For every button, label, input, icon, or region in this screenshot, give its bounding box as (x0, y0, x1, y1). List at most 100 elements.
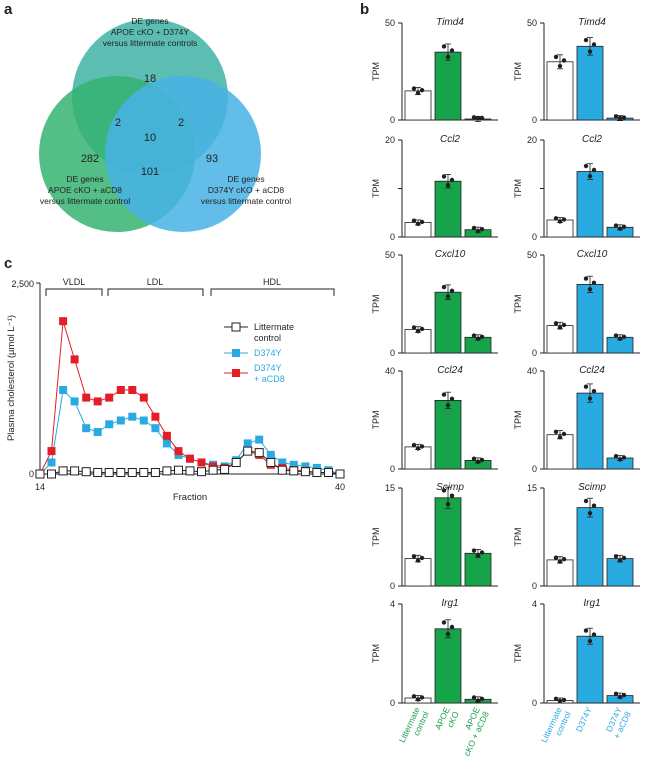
data-point-0 (553, 555, 559, 560)
y-tick-label-max: 4 (532, 599, 537, 609)
data-point-1 (587, 396, 593, 401)
bar-scimp-right-1 (576, 507, 604, 587)
data-point-2 (591, 389, 597, 394)
venn-left-label-2: APOE cKO + aCD8 (48, 185, 122, 195)
region-bracket-hdl (210, 288, 335, 296)
bar-chart-ccl2-right: 20 0 TPM Ccl2 (513, 134, 640, 242)
y-axis-label: TPM (513, 411, 523, 430)
data-point-1 (617, 694, 623, 700)
bar-chart-ccl24-left: 40 0 TPM Ccl24 (371, 365, 498, 474)
point-d374y-fraction-35 (278, 458, 287, 467)
line-chart-ytick-label-top: 2,500 (11, 279, 34, 289)
data-point-2 (479, 227, 485, 232)
point-littermate-control-fraction-19 (93, 468, 103, 477)
venn-count-top-right: 2 (178, 117, 184, 129)
point-d374y-fraction-38 (312, 463, 321, 472)
point-d374y-acd8-fraction-18 (82, 393, 91, 402)
venn-count-left-only: 282 (81, 153, 99, 165)
category-label-line: D374Y (574, 705, 594, 733)
point-d374y-fraction-17 (70, 397, 79, 406)
data-point-2 (479, 550, 485, 555)
data-point-0 (441, 620, 447, 625)
region-bracket-vldl (45, 288, 103, 296)
gene-title: Cxcl10 (435, 249, 466, 260)
data-point-2 (449, 288, 455, 293)
line-chart-xlabel: Fraction (173, 492, 207, 503)
data-point-1 (445, 54, 451, 60)
point-d374y-acd8-fraction-27 (186, 454, 194, 463)
panel-label-c: c (4, 255, 12, 272)
y-tick-label-max: 20 (385, 135, 395, 145)
venn-count-right-only: 93 (206, 153, 218, 165)
data-point-1 (617, 336, 623, 341)
bar-scimp-right-0 (546, 559, 574, 587)
bar-chart-ccl2-left: 20 0 TPM Ccl2 (371, 134, 498, 242)
data-point-1 (587, 638, 593, 644)
category-label-right-2: D374Y+ aCD8 (602, 705, 633, 740)
data-point-0 (471, 225, 477, 231)
legend-marker-d374y (232, 349, 240, 357)
data-point-2 (591, 280, 597, 285)
bar-ccl2-left-1 (434, 180, 462, 238)
data-point-0 (553, 321, 559, 326)
gene-title: Irg1 (441, 598, 458, 609)
y-axis-label: TPM (371, 179, 381, 198)
gene-title: Ccl24 (437, 365, 463, 376)
point-d374y-fraction-16 (59, 386, 68, 394)
point-d374y-acd8-fraction-24 (151, 412, 160, 421)
gene-title: Irg1 (583, 598, 600, 609)
data-point-1 (617, 558, 623, 563)
data-point-0 (583, 37, 589, 43)
data-point-1 (445, 294, 451, 299)
data-point-0 (411, 554, 417, 559)
point-d374y-acd8-fraction-20 (105, 393, 114, 402)
data-point-2 (621, 455, 627, 460)
data-point-1 (587, 511, 593, 516)
region-bracket-ldl (107, 288, 204, 296)
point-d374y-acd8-fraction-15 (47, 447, 56, 456)
point-littermate-control-fraction-35 (277, 465, 287, 475)
data-point-0 (441, 284, 447, 290)
y-tick-label-max: 40 (385, 366, 395, 376)
y-tick-label-max: 20 (527, 135, 537, 145)
bar-chart-irg1-right: 4 0 TPM Irg1 Littermatecontrol D374Y D374Y+ aC… (513, 598, 640, 744)
point-d374y-fraction-18 (82, 424, 91, 433)
point-littermate-control-fraction-20 (104, 468, 114, 477)
gene-title: Cxcl10 (577, 249, 608, 260)
bar-scimp-left-2 (464, 552, 492, 587)
data-point-1 (415, 697, 421, 702)
point-littermate-control-fraction-15 (47, 469, 56, 479)
data-point-1 (617, 226, 623, 231)
point-littermate-control-fraction-14 (35, 469, 45, 479)
point-d374y-acd8-fraction-25 (162, 431, 171, 440)
bar-irg1-right-1 (576, 635, 604, 704)
data-point-1 (415, 558, 421, 563)
data-point-1 (587, 174, 593, 179)
data-point-2 (621, 224, 627, 229)
data-point-0 (583, 163, 589, 169)
data-point-2 (561, 217, 567, 222)
data-point-2 (591, 503, 597, 508)
bar-ccl24-right-0 (546, 434, 574, 470)
point-d374y-acd8-fraction-22 (128, 386, 137, 394)
line-chart-xtick-label-start: 14 (35, 482, 45, 492)
point-d374y-acd8-fraction-21 (116, 386, 125, 394)
bar-chart-cxcl10-left: 50 0 TPM Cxcl10 (371, 249, 498, 358)
bar-cxcl10-right-0 (546, 325, 574, 354)
y-tick-label-zero: 0 (390, 232, 395, 242)
y-axis-label: TPM (513, 644, 523, 663)
data-point-2 (449, 493, 455, 498)
bar-scimp-left-0 (404, 558, 432, 587)
data-point-2 (591, 632, 597, 637)
point-littermate-control-fraction-18 (81, 467, 91, 477)
point-littermate-control-fraction-34 (266, 458, 276, 467)
data-point-1 (415, 221, 421, 227)
data-point-0 (583, 628, 589, 633)
venn-left-label-1: DE genes (66, 174, 103, 184)
data-point-2 (419, 219, 425, 225)
point-littermate-control-fraction-27 (185, 466, 195, 476)
y-axis-label: TPM (513, 62, 523, 81)
venn-count-left-right: 101 (141, 166, 159, 178)
point-littermate-control-fraction-39 (324, 468, 333, 477)
